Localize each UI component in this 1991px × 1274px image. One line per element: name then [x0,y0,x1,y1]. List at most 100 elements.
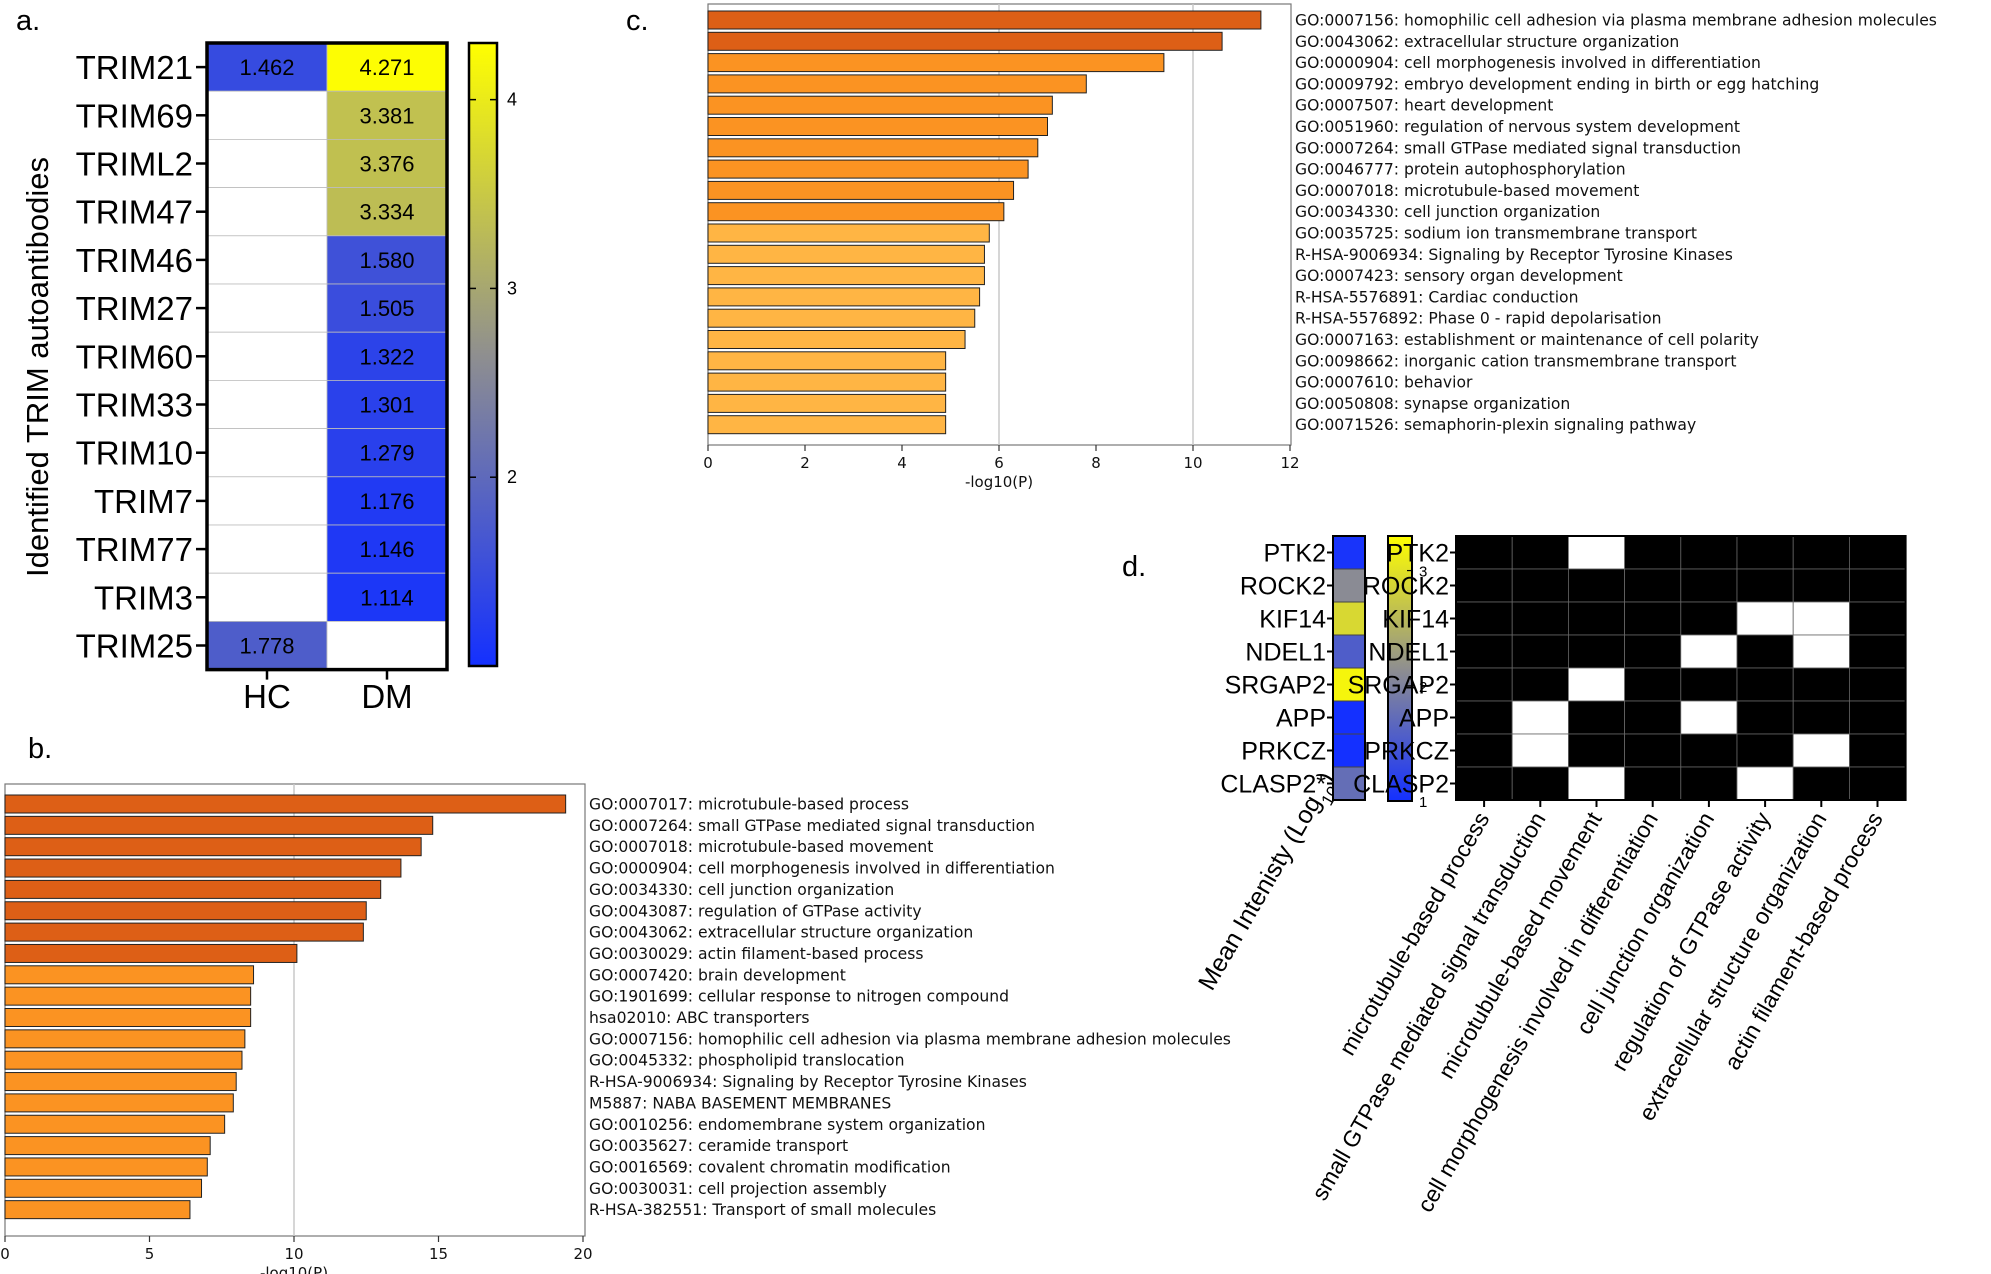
matrix-cell [1624,667,1682,702]
matrix-cell [1849,700,1907,735]
colorbar-tick-label: 2 [1419,679,1427,696]
cell-value-label: 1.176 [359,489,414,514]
bar-18 [707,372,947,392]
cell-value-label: 1.462 [239,55,294,80]
bar-19 [707,393,947,413]
x-tick-label: 4 [897,454,907,472]
intensity-cell-CLASP2* [1332,766,1366,801]
matrix-cell [1849,535,1907,570]
intensity-label-main: Mean Intenisty (Log [1193,791,1327,995]
x-tick-label: 8 [1091,454,1101,472]
heatmap-cell-TRIM21-HC [206,42,328,92]
intensity-gene-label: CLASP2* [1220,771,1326,799]
bar-category-label: GO:0007017: microtubule-based process [589,796,909,814]
heatmap-frame [205,41,449,672]
colorbar-tick-label: 1 [1419,794,1427,811]
heatmap-cell-TRIM33-DM [326,379,448,429]
bar-5 [4,879,382,899]
matrix-cell [1680,733,1738,768]
panel-label-c: c. [626,5,649,37]
heatmap-cell-TRIM7-HC [206,476,328,526]
bar-9 [707,180,1015,200]
matrix-row-label-NDEL1: NDEL1 [1368,639,1449,667]
row-label-TRIM77: TRIM77 [76,531,193,568]
matrix-cell [1792,733,1850,768]
intensity-cell-PRKCZ [1332,733,1366,768]
bar-category-label: GO:0071526: semaphorin-plexin signaling … [1295,416,1696,434]
bar-category-label: GO:1901699: cellular response to nitroge… [589,988,1009,1006]
heatmap-cell-TRIM60-HC [206,331,328,381]
matrix-cell [1736,700,1794,735]
bar-4 [4,858,402,878]
row-label-TRIML2: TRIML2 [76,146,193,183]
bar-6 [4,901,367,921]
matrix-cell [1736,667,1794,702]
bar-7 [4,922,364,942]
x-tick-label: 5 [145,1245,155,1263]
panel-label-d: d. [1122,551,1146,583]
matrix-cell [1792,535,1850,570]
cell-value-label: 1.580 [359,248,414,273]
cell-value-label: 1.322 [359,344,414,369]
matrix-cell [1455,700,1513,735]
bar-4 [707,74,1087,94]
bar-category-label: R-HSA-382551: Transport of small molecul… [589,1201,936,1219]
x-axis-label: -log10(P) [260,1264,328,1274]
bar-14 [707,287,981,307]
heatmap-cell-TRIM33-HC [206,379,328,429]
heatmap-cell-TRIM10-HC [206,428,328,478]
intensity-cell-NDEL1 [1332,634,1366,669]
row-label-TRIM69: TRIM69 [76,97,193,134]
intensity-cell-ROCK2 [1332,568,1366,603]
panel-c-bar-chart: GO:0007156: homophilic cell adhesion via… [703,3,1937,491]
heatmap-cell-TRIM27-DM [326,283,448,333]
bar-2 [707,31,1223,51]
intensity-gene-label: APP [1276,705,1326,733]
matrix-cell [1792,601,1850,636]
matrix-cell [1849,634,1907,669]
bar-10 [4,986,252,1006]
heatmap-cell-TRIM46-HC [206,235,328,285]
bar-20 [4,1200,191,1220]
bar-12 [4,1029,246,1049]
row-label-TRIM60: TRIM60 [76,338,193,375]
matrix-cell [1624,601,1682,636]
bar-14 [4,1072,237,1092]
matrix-cell [1680,634,1738,669]
heatmap-cell-TRIM21-DM [326,42,448,92]
intensity-gene-label: SRGAP2 [1225,672,1326,700]
bar-category-label: R-HSA-5576892: Phase 0 - rapid depolaris… [1295,310,1662,328]
matrix-cell [1736,568,1794,603]
bar-category-label: GO:0034330: cell junction organization [1295,203,1600,221]
matrix-cell [1736,601,1794,636]
matrix-cell [1624,634,1682,669]
bar-category-label: GO:0034330: cell junction organization [589,881,894,899]
matrix-cell [1736,634,1794,669]
bar-11 [4,1008,252,1027]
matrix-cell [1455,766,1513,801]
matrix-cell [1511,568,1569,603]
bar-category-label: R-HSA-5576891: Cardiac conduction [1295,288,1578,306]
matrix-cell [1680,766,1738,801]
intensity-frame [1332,535,1366,801]
matrix-cell [1455,634,1513,669]
matrix-row-label-ROCK2: ROCK2 [1363,573,1449,601]
bar-3 [4,837,422,857]
heatmap-cell-TRIM3-HC [206,572,328,622]
x-tick-label: 20 [573,1245,592,1263]
intensity-cell-APP [1332,700,1366,735]
matrix-cell [1511,634,1569,669]
row-label-TRIM47: TRIM47 [76,194,193,231]
matrix-cell [1680,700,1738,735]
bar-category-label: GO:0007507: heart development [1295,97,1553,115]
matrix-row-label-PTK2: PTK2 [1386,540,1449,568]
bar-16 [707,330,966,349]
heatmap-cell-TRIM25-DM [326,621,448,671]
bar-17 [4,1136,211,1156]
column-label-DM: DM [361,678,412,715]
colorbar-tick-label: 3 [1419,564,1427,581]
bar-8 [707,159,1029,179]
matrix-cell [1624,568,1682,603]
bar-category-label: GO:0030031: cell projection assembly [589,1180,887,1198]
matrix-row-label-APP: APP [1399,705,1449,733]
